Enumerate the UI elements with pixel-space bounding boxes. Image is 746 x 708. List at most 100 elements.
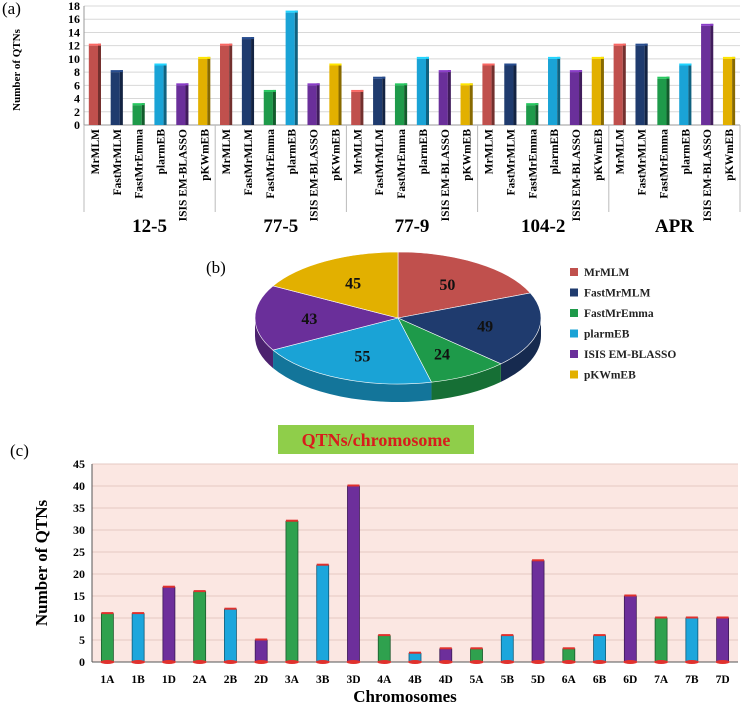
pie-side-FastMrMLM bbox=[500, 318, 541, 382]
bar-top-a bbox=[241, 37, 255, 40]
chart-c-title: QTNs/chromosome bbox=[302, 430, 451, 450]
y-tick-label-c: 10 bbox=[73, 611, 85, 625]
bar-top-a bbox=[591, 56, 604, 59]
bar-side-a bbox=[251, 37, 255, 125]
bar-a-77-5-MrMLM bbox=[220, 45, 230, 125]
pie-side-FastMrEmma bbox=[431, 363, 501, 401]
y-tick-label-c: 5 bbox=[79, 633, 85, 647]
bar-top-a bbox=[351, 89, 364, 92]
bar-a-77-5-FastMrMLM bbox=[241, 39, 252, 125]
x-tick-label-a: pKWmEB bbox=[330, 129, 342, 181]
bar-c-3A bbox=[285, 520, 299, 663]
legend-label-pKWmEB: pKWmEB bbox=[584, 370, 636, 382]
x-tick-label-a: FastMrEmma bbox=[396, 129, 408, 199]
pie-side-plarmEB bbox=[273, 350, 432, 402]
legend-label-ISIS EM-BLASSO: ISIS EM-BLASSO bbox=[584, 349, 676, 361]
bar-c-3B bbox=[316, 564, 330, 663]
y-tick-label-c: 30 bbox=[73, 523, 85, 537]
pie-value-label: 55 bbox=[354, 348, 370, 365]
pie-slice-FastMrMLM bbox=[397, 292, 542, 365]
x-tick-label-a: MrMLM bbox=[615, 129, 627, 174]
bar-side-a bbox=[360, 89, 364, 125]
bar-top-c bbox=[439, 647, 452, 650]
x-tick-label-a: FastMrEmma bbox=[527, 129, 539, 199]
bar-a-77-9-FastMrMLM bbox=[373, 78, 383, 125]
bar-side-a bbox=[579, 70, 583, 125]
panel-label-c: (c) bbox=[10, 441, 29, 460]
bar-side-a bbox=[382, 76, 386, 125]
bar-base-c bbox=[684, 660, 699, 664]
bar-a-12-5-MrMLM bbox=[88, 45, 98, 125]
bar-side-a bbox=[207, 56, 211, 126]
bar-c-7B bbox=[685, 617, 699, 663]
pie-slice-plarmEB bbox=[272, 317, 432, 385]
x-tick-label-c: 4D bbox=[439, 674, 453, 686]
x-tick-label-c: 1A bbox=[100, 674, 115, 686]
bar-top-a bbox=[220, 43, 233, 46]
legend-swatch-FastMrMLM bbox=[570, 288, 578, 297]
bar-a-APR-plarmEB bbox=[679, 65, 689, 125]
bar-top-a bbox=[722, 56, 736, 59]
bar-top-a bbox=[307, 83, 320, 86]
pie-value-label: 50 bbox=[439, 277, 455, 294]
legend-swatch-plarmEB bbox=[570, 329, 578, 338]
group-label-a: APR bbox=[655, 216, 694, 237]
bar-top-c bbox=[162, 585, 175, 588]
chart-b-pie: 50 49 24 55 43 45 bbox=[254, 251, 542, 402]
x-tick-label-c: 7D bbox=[716, 674, 730, 686]
bar-top-a bbox=[701, 23, 714, 26]
y-tick-label-c: 40 bbox=[73, 479, 85, 493]
bar-top-c bbox=[193, 590, 206, 593]
bar-base-c bbox=[438, 660, 453, 664]
bar-top-a bbox=[569, 70, 583, 73]
bar-top-a bbox=[613, 43, 626, 46]
bar-top-a bbox=[548, 56, 561, 59]
bar-top-a bbox=[394, 83, 408, 86]
bar-side-a bbox=[272, 89, 276, 125]
y-tick-label-a: 2 bbox=[74, 105, 80, 119]
x-tick-label-c: 2D bbox=[254, 674, 268, 686]
bar-base-c bbox=[315, 660, 330, 664]
legend-swatch-FastMrEmma bbox=[570, 309, 578, 317]
x-tick-label-a: plarmEB bbox=[549, 129, 561, 175]
bar-a-104-2-pKWmEB bbox=[591, 58, 601, 126]
x-tick-label-a: ISIS EM-BLASSO bbox=[309, 129, 321, 221]
chart-a-ylabel: Number of QTNs bbox=[11, 28, 23, 110]
x-tick-label-c: 3D bbox=[346, 674, 360, 686]
chart-a-gridlines bbox=[84, 5, 740, 126]
legend-label-FastMrMLM: FastMrMLM bbox=[584, 288, 651, 300]
bar-top-c bbox=[501, 634, 514, 637]
bar-top-c bbox=[685, 616, 698, 619]
bar-a-77-9-MrMLM bbox=[351, 91, 361, 125]
bar-a-APR-MrMLM bbox=[613, 45, 623, 125]
y-tick-label-a: 10 bbox=[68, 52, 80, 66]
bar-c-5D bbox=[531, 560, 545, 663]
x-tick-label-a: MrMLM bbox=[221, 129, 233, 174]
bar-top-a bbox=[88, 43, 101, 46]
bar-top-c bbox=[716, 616, 729, 619]
chart-b-legend[interactable]: MrMLM FastMrMLM FastMrEmma plarmEB ISIS EM-B… bbox=[570, 267, 676, 382]
bar-side-a bbox=[425, 56, 429, 126]
bar-top-a bbox=[373, 76, 386, 79]
group-label-a: 12-5 bbox=[132, 216, 167, 237]
bar-top-a bbox=[438, 70, 451, 73]
bar-base-c bbox=[561, 660, 576, 664]
bar-c-5B bbox=[500, 635, 514, 663]
bar-top-a bbox=[198, 56, 211, 59]
bar-top-c bbox=[593, 634, 606, 637]
bar-top-a bbox=[679, 63, 692, 66]
panel-label-b: (b) bbox=[206, 258, 226, 277]
bar-c-1D bbox=[162, 586, 176, 663]
bar-c-2B bbox=[224, 608, 237, 663]
bar-top-a bbox=[657, 76, 670, 79]
bar-a-12-5-ISIS EM-BLASSO bbox=[176, 85, 186, 125]
bar-top-a bbox=[635, 43, 648, 46]
bar-a-104-2-ISIS EM-BLASSO bbox=[569, 72, 580, 125]
bar-a-77-5-ISIS EM-BLASSO bbox=[307, 85, 317, 125]
group-label-a: 104-2 bbox=[521, 216, 565, 237]
bar-base-c bbox=[346, 660, 361, 664]
bar-side-a bbox=[666, 76, 670, 125]
y-tick-label-c: 0 bbox=[79, 655, 85, 669]
x-tick-label-c: 7A bbox=[654, 674, 669, 686]
